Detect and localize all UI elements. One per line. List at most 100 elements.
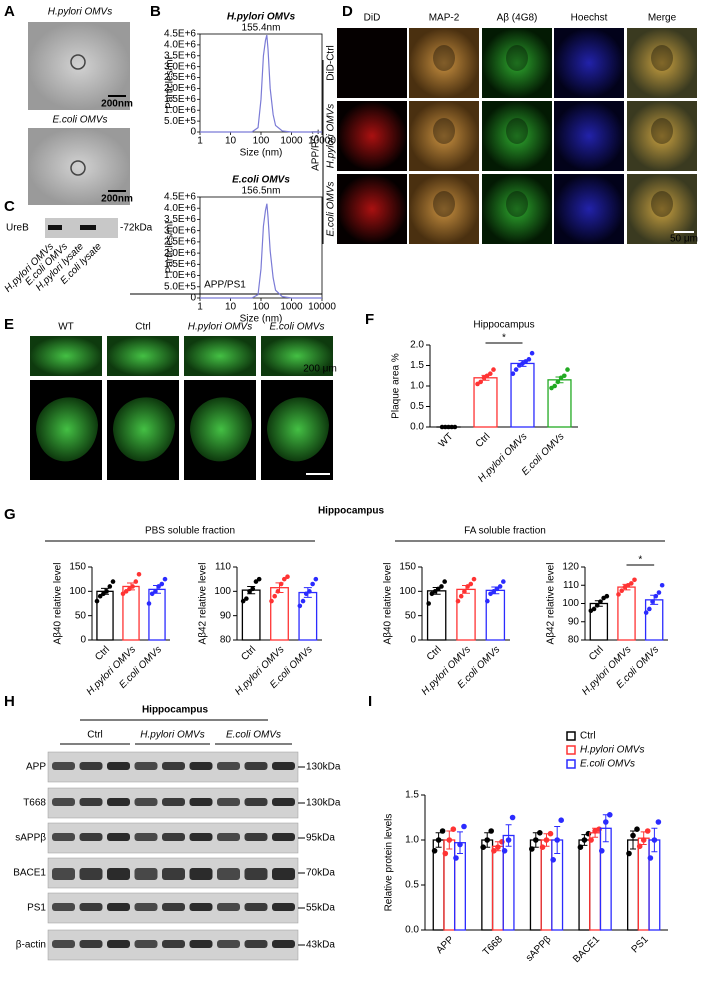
bar <box>123 586 139 640</box>
section-image <box>107 336 179 376</box>
bar <box>638 838 649 930</box>
bar <box>493 846 504 930</box>
data-point <box>530 351 535 356</box>
bar <box>428 591 446 640</box>
data-point <box>257 577 262 582</box>
y-axis-label: Aβ40 relative level <box>383 563 394 645</box>
bar <box>149 589 165 640</box>
bar <box>482 840 493 930</box>
chart-subtitle: 155.4nm <box>242 23 281 34</box>
blot-band <box>52 940 75 948</box>
blot-band <box>190 833 213 841</box>
blot-band <box>107 940 130 948</box>
blot-band <box>80 903 103 911</box>
blot-band <box>272 903 295 911</box>
group-label: H.pylori OMVs <box>140 730 204 741</box>
x-tick-label: Ctrl <box>239 644 258 663</box>
data-point <box>453 425 458 430</box>
x-tick-label: 1000 <box>280 136 303 147</box>
data-point <box>558 817 564 823</box>
bar <box>649 840 660 930</box>
micrograph <box>337 174 407 244</box>
group-label: APP/PS1 <box>204 280 246 291</box>
blot-band <box>135 903 158 911</box>
data-point <box>592 607 597 612</box>
blot-band <box>245 798 268 806</box>
column-header: Merge <box>648 13 677 24</box>
legend-label: H.pylori OMVs <box>580 745 644 756</box>
data-point <box>495 844 501 850</box>
x-tick-label: PS1 <box>630 934 651 955</box>
blot-band <box>107 798 130 806</box>
marker-label: 130kDa <box>306 798 341 809</box>
bar <box>541 840 552 930</box>
blot-band <box>162 833 185 841</box>
blot-band <box>107 762 130 770</box>
data-point <box>648 855 654 861</box>
y-tick-label: 100 <box>214 586 231 597</box>
plaque <box>651 45 673 71</box>
data-point <box>244 596 249 601</box>
y-tick-label: 2.0 <box>410 340 424 351</box>
protein-label: UreB <box>6 223 29 234</box>
data-point <box>634 826 640 832</box>
y-tick-label: 1.5 <box>410 360 424 371</box>
column-header: Aβ (4G8) <box>497 13 538 24</box>
bar <box>600 828 611 930</box>
x-tick-label: 100 <box>253 136 270 147</box>
blot-band <box>217 903 240 911</box>
blot-band <box>245 868 268 880</box>
caption: H.pylori OMVs <box>48 7 112 18</box>
plaque <box>506 118 528 144</box>
data-point <box>314 577 319 582</box>
protein-label: BACE1 <box>13 868 46 879</box>
micrograph <box>554 101 624 171</box>
data-point <box>442 579 447 584</box>
data-point <box>440 828 446 834</box>
data-point <box>603 819 609 825</box>
plot-frame <box>200 34 322 132</box>
data-point <box>276 589 281 594</box>
data-point <box>485 599 490 604</box>
data-point <box>550 857 556 863</box>
panel-label: I <box>368 693 372 710</box>
legend-swatch <box>567 746 575 754</box>
marker-label: 70kDa <box>306 868 335 879</box>
data-point <box>562 373 567 378</box>
x-tick-label: Ctrl <box>425 644 444 663</box>
blot-band <box>217 833 240 841</box>
x-tick-label: T668 <box>481 934 505 958</box>
y-tick-label: 1.5 <box>405 790 419 801</box>
x-tick-label: BACE1 <box>571 934 602 965</box>
data-point <box>488 371 493 376</box>
plaque <box>506 45 528 71</box>
blot-band <box>162 868 185 880</box>
data-point <box>644 610 649 615</box>
data-point <box>453 855 459 861</box>
blot-band <box>245 762 268 770</box>
data-point <box>599 848 605 854</box>
marker-label: 55kDa <box>306 903 335 914</box>
plaque <box>433 191 455 217</box>
y-tick-label: 4.5E+6 <box>164 29 196 40</box>
plaque <box>433 118 455 144</box>
blot-band <box>80 940 103 948</box>
y-tick-label: 4.5E+6 <box>164 192 196 203</box>
data-point <box>436 837 442 843</box>
marker-label: 43kDa <box>306 940 335 951</box>
y-axis-label: Aβ42 relative level <box>198 563 209 645</box>
data-point <box>529 846 535 852</box>
protein-label: APP <box>26 762 46 773</box>
y-tick-label: 100 <box>562 598 579 609</box>
panel-label: E <box>4 316 14 333</box>
data-point <box>426 601 431 606</box>
data-point <box>598 599 603 604</box>
y-tick-label: 0.0 <box>410 422 424 433</box>
blot-band <box>52 833 75 841</box>
chart-title: Hippocampus <box>473 320 534 331</box>
y-tick-label: 150 <box>69 562 86 573</box>
y-axis-label: Plaque area % <box>391 353 402 419</box>
plaque <box>433 45 455 71</box>
y-tick-label: 0.5 <box>410 401 424 412</box>
marker-label: 95kDa <box>306 833 335 844</box>
